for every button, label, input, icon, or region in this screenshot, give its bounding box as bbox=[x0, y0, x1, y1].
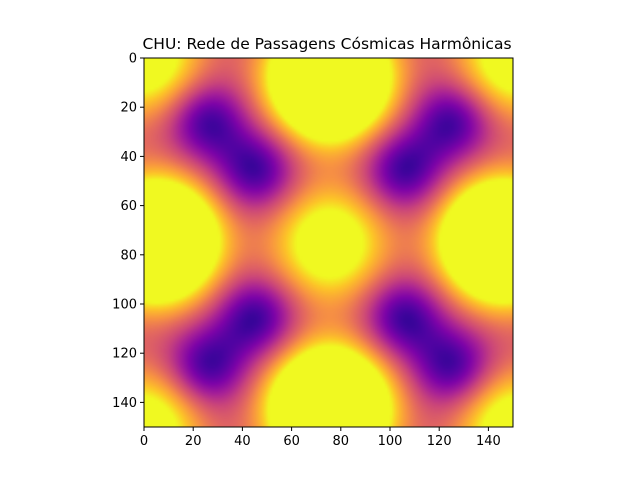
x-tick-label: 100 bbox=[378, 434, 403, 449]
x-tick-label: 40 bbox=[234, 434, 251, 449]
y-tick-label: 60 bbox=[120, 199, 137, 214]
y-tick-label: 20 bbox=[120, 101, 137, 116]
chart-title: CHU: Rede de Passagens Cósmicas Harmônic… bbox=[142, 35, 511, 53]
y-tick-label: 80 bbox=[120, 248, 137, 263]
y-tick-label: 100 bbox=[112, 298, 137, 313]
y-tick-label: 140 bbox=[112, 396, 137, 411]
x-tick-label: 120 bbox=[427, 434, 452, 449]
x-tick-label: 140 bbox=[476, 434, 501, 449]
y-tick-label: 120 bbox=[112, 347, 137, 362]
plot-frame bbox=[143, 57, 514, 428]
x-tick-label: 20 bbox=[185, 434, 202, 449]
y-tick-label: 0 bbox=[129, 52, 137, 67]
x-tick-label: 0 bbox=[140, 434, 148, 449]
x-tick-label: 60 bbox=[283, 434, 300, 449]
y-tick-label: 40 bbox=[120, 150, 137, 165]
x-tick-label: 80 bbox=[333, 434, 350, 449]
heatmap-image bbox=[144, 58, 513, 427]
